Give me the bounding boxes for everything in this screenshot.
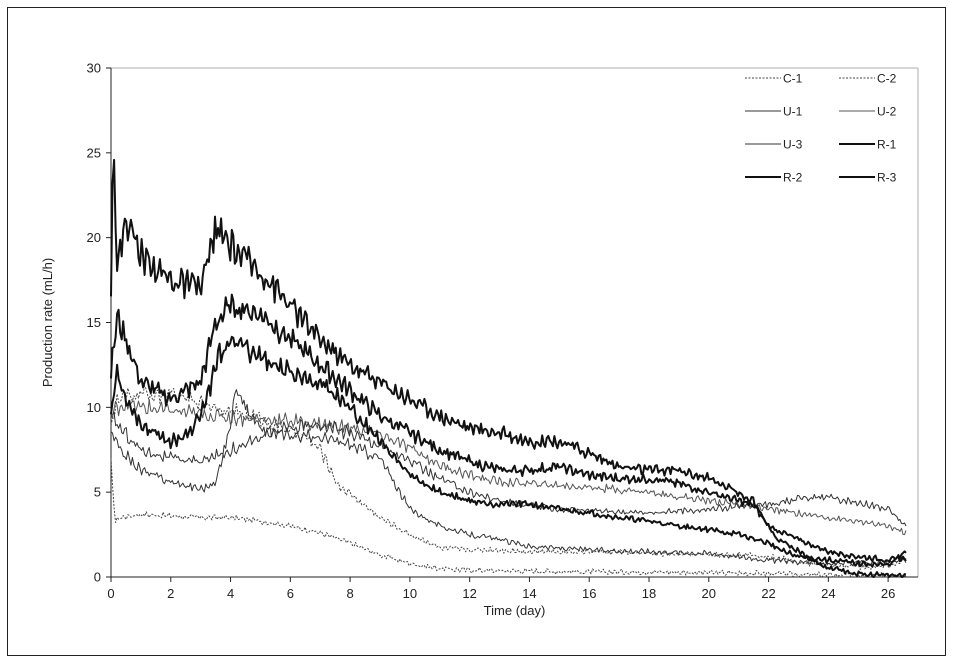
series-line-c-1 — [110, 458, 907, 578]
x-tick-label: 10 — [403, 586, 417, 601]
legend-label-c-1: C-1 — [783, 72, 803, 86]
legend-label-r-3: R-3 — [877, 171, 897, 185]
series-line-r-2 — [110, 293, 907, 563]
legend: C-1 C-2 U-1 U-2 U-3 R-1 R-2 R-3 — [745, 72, 897, 185]
legend-label-u-3: U-3 — [783, 138, 803, 152]
x-axis-label: Time (day) — [484, 603, 546, 618]
x-tick-label: 26 — [881, 586, 895, 601]
series-layer — [110, 158, 907, 578]
y-tick-label: 20 — [87, 230, 101, 245]
y-tick-label: 0 — [94, 570, 101, 585]
x-tick-label: 0 — [107, 586, 114, 601]
x-tick-label: 22 — [761, 586, 775, 601]
legend-label-c-2: C-2 — [877, 72, 897, 86]
x-tick-label: 24 — [821, 586, 835, 601]
series-line-c-2 — [110, 385, 907, 570]
x-tick-label: 2 — [167, 586, 174, 601]
x-tick-label: 4 — [227, 586, 234, 601]
legend-label-r-2: R-2 — [783, 171, 803, 185]
series-line-u-2 — [110, 399, 907, 536]
x-tick-label: 20 — [702, 586, 716, 601]
x-tick-label: 8 — [346, 586, 353, 601]
legend-label-r-1: R-1 — [877, 138, 897, 152]
x-tick-label: 16 — [582, 586, 596, 601]
series-line-r-3 — [110, 335, 907, 568]
y-tick-label: 15 — [87, 315, 101, 330]
x-tick-label: 12 — [462, 586, 476, 601]
x-tick-label: 14 — [522, 586, 536, 601]
series-line-r-1 — [110, 158, 907, 578]
legend-label-u-2: U-2 — [877, 105, 897, 119]
x-tick-label: 6 — [287, 586, 294, 601]
x-tick-label: 18 — [642, 586, 656, 601]
y-tick-label: 25 — [87, 145, 101, 160]
y-tick-label: 5 — [94, 485, 101, 500]
legend-label-u-1: U-1 — [783, 105, 803, 119]
y-axis-label: Production rate (mL/h) — [40, 258, 55, 387]
series-line-u-1 — [110, 389, 907, 567]
y-tick-label: 30 — [87, 61, 101, 76]
y-tick-label: 10 — [87, 400, 101, 415]
